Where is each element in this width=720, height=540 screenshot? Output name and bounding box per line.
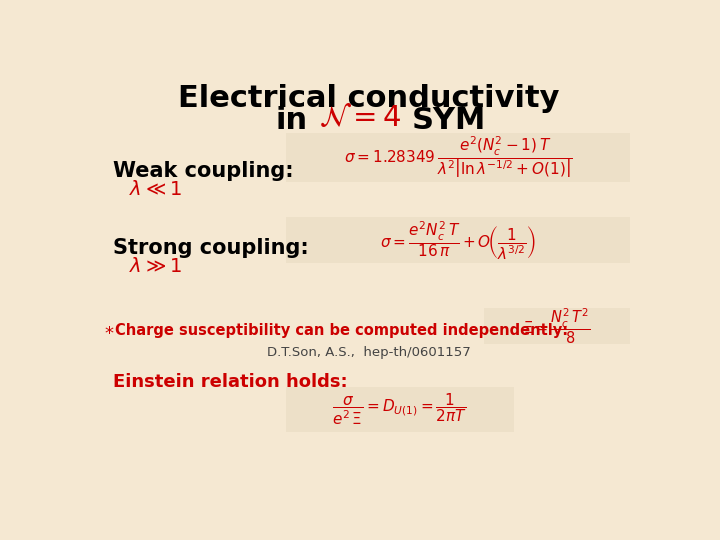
Text: $\mathcal{N}=4$: $\mathcal{N}=4$ [319,104,401,132]
Text: $*$: $*$ [104,323,114,341]
Text: $\sigma = \dfrac{e^2 N_c^2\,T}{16\,\pi} + O\!\left(\dfrac{1}{\lambda^{3/2}}\righ: $\sigma = \dfrac{e^2 N_c^2\,T}{16\,\pi} … [380,219,536,262]
Text: Strong coupling:: Strong coupling: [113,238,309,258]
Text: $\sigma = 1.28349\,\dfrac{e^2(N_c^2-1)\,T}{\lambda^2\left|\ln\lambda^{-1/2}+O(1): $\sigma = 1.28349\,\dfrac{e^2(N_c^2-1)\,… [343,134,572,180]
Text: Charge susceptibility can be computed independently:: Charge susceptibility can be computed in… [114,323,568,338]
FancyBboxPatch shape [286,387,514,432]
Text: in: in [276,106,308,134]
Text: $\lambda \ll 1$: $\lambda \ll 1$ [129,180,181,199]
FancyBboxPatch shape [484,308,630,343]
Text: Weak coupling:: Weak coupling: [113,161,294,181]
Text: $\lambda \gg 1$: $\lambda \gg 1$ [129,257,181,276]
Text: $\Xi = \dfrac{N_c^2\,T^2}{8}$: $\Xi = \dfrac{N_c^2\,T^2}{8}$ [523,307,591,347]
Text: D.T.Son, A.S.,  hep-th/0601157: D.T.Son, A.S., hep-th/0601157 [267,346,471,359]
Text: Electrical conductivity: Electrical conductivity [179,84,559,113]
FancyBboxPatch shape [286,217,630,262]
Text: $\dfrac{\sigma}{e^2\,\Xi} = D_{U(1)} = \dfrac{1}{2\pi T}$: $\dfrac{\sigma}{e^2\,\Xi} = D_{U(1)} = \… [333,392,467,428]
Text: SYM: SYM [412,106,486,134]
Text: Einstein relation holds:: Einstein relation holds: [113,373,348,391]
FancyBboxPatch shape [286,132,630,182]
